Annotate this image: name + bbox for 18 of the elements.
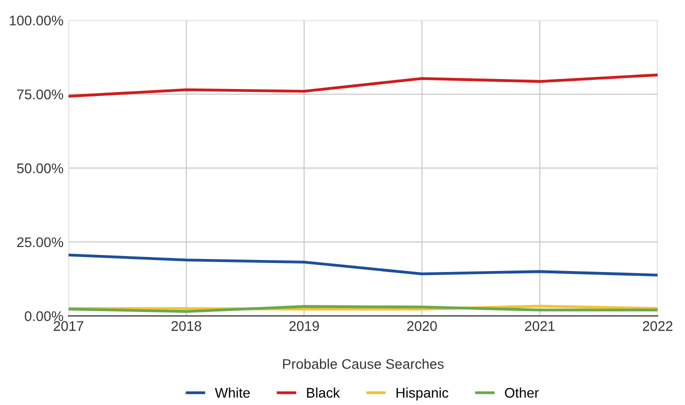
x-tick-label: 2022: [642, 321, 672, 331]
x-tick-label: 2020: [407, 321, 437, 331]
y-tick-label: 25.00%: [17, 237, 64, 248]
x-tick-label: 2021: [525, 321, 555, 331]
y-tick-label: 0.00%: [24, 311, 64, 322]
x-tick-label: 2017: [54, 321, 84, 331]
x-axis-title: Probable Cause Searches: [283, 358, 444, 369]
line-series: [68, 254, 658, 276]
legend-label: Black: [307, 388, 340, 398]
y-tick-label: 50.00%: [17, 163, 64, 174]
legend-label: Hispanic: [396, 388, 448, 400]
legend-label: White: [214, 388, 250, 398]
y-tick-label: 100.00%: [10, 16, 64, 26]
legend-label: Other: [504, 388, 539, 398]
line-series: [68, 74, 658, 98]
y-tick-label: 75.00%: [17, 89, 64, 100]
x-tick-label: 2019: [289, 321, 319, 331]
x-tick-label: 2018: [172, 321, 202, 331]
